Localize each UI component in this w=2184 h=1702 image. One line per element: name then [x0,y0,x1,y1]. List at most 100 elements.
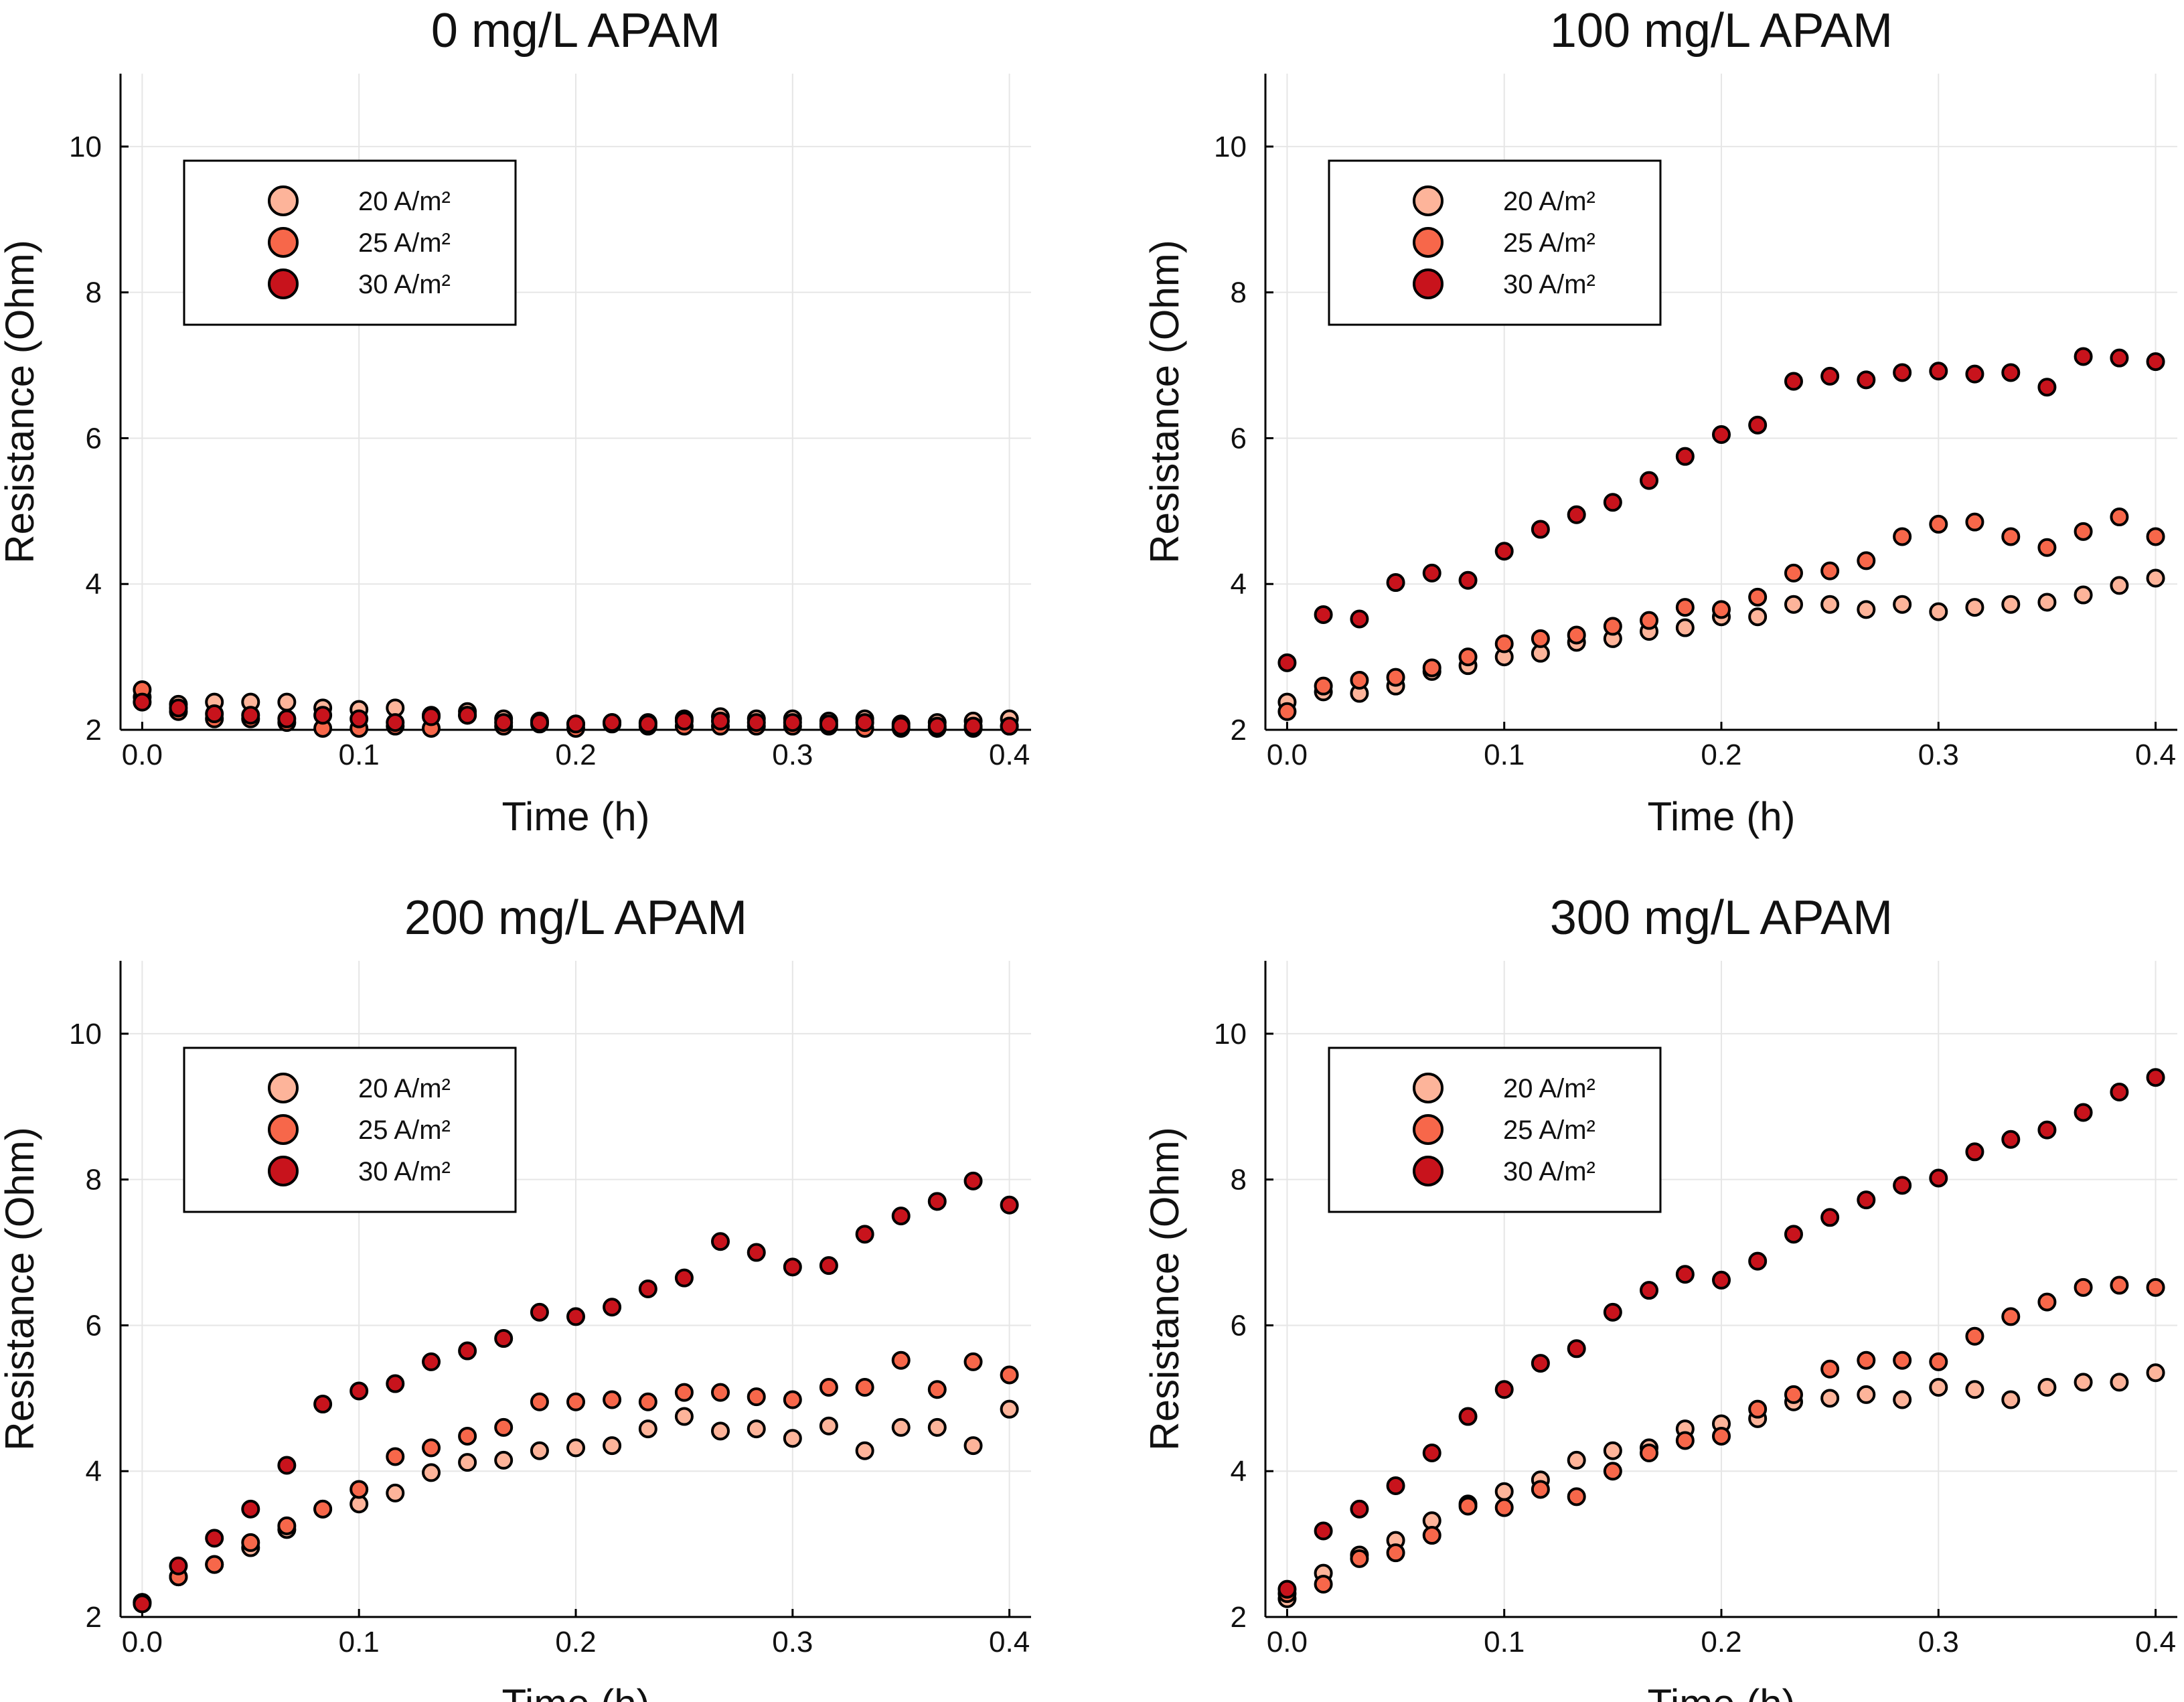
data-point [1965,364,1984,384]
data-point [1494,542,1514,561]
data-point [1965,1142,1984,1162]
data-point [1567,625,1586,645]
data-point [1929,1352,1948,1371]
data-point [2110,1275,2129,1295]
data-point [1531,629,1550,648]
series-30 A/m² [133,692,1019,736]
x-tick-label: 0.4 [2135,739,2176,771]
legend-box [183,159,517,326]
data-point [1929,1168,1948,1188]
data-point [1965,598,1984,617]
data-point [1675,1431,1695,1450]
data-point [710,1383,730,1402]
data-point [1000,1399,1019,1419]
legend-marker [268,227,299,258]
data-point [205,704,224,724]
legend-label: 30 A/m² [1503,1157,1595,1186]
x-tick-label: 0.4 [989,1626,1030,1658]
data-point [1857,1350,1876,1370]
chart-title: 100 mg/L APAM [1550,4,1893,58]
data-point [2037,1120,2057,1140]
data-point [819,714,838,734]
data-point [1567,505,1586,524]
data-point [674,711,694,730]
data-point [349,1480,369,1499]
data-point [1929,602,1948,621]
data-point [1784,1225,1803,1244]
data-point [2001,1307,2021,1326]
data-point [963,716,983,736]
data-point [277,1516,297,1535]
data-point [530,1302,549,1322]
data-point [386,713,405,732]
data-point [205,1555,224,1574]
y-tick-label: 6 [86,1309,102,1342]
data-point [494,1329,514,1348]
data-point [1748,1399,1768,1419]
x-tick-label: 0.0 [122,739,163,771]
data-point [963,1171,983,1190]
data-point [1857,551,1876,570]
data-point [747,713,766,732]
data-point [1857,370,1876,390]
data-point [1820,1208,1840,1227]
data-point [241,1533,260,1552]
data-point [891,1417,911,1437]
legend: 20 A/m² 25 A/m² 30 A/m² [183,1047,517,1213]
data-point [819,1256,838,1275]
data-point [530,1392,549,1411]
data-point [133,1594,152,1614]
data-point [458,1426,477,1446]
legend-marker [268,1114,299,1145]
data-point [2146,527,2165,546]
data-point [638,714,657,734]
data-point [1893,1350,1912,1370]
data-point [277,709,297,728]
y-tick-label: 2 [86,1601,102,1634]
data-point [2146,568,2165,588]
data-point [1603,1462,1622,1481]
legend-label: 25 A/m² [358,1115,451,1145]
data-point [819,1416,838,1436]
legend-label: 25 A/m² [358,228,451,258]
data-point [1350,609,1369,629]
data-point [133,692,152,712]
data-point [2146,352,2165,372]
data-point [1531,520,1550,539]
data-point [458,706,477,725]
data-point [1893,527,1912,546]
y-tick-label: 2 [1231,1601,1247,1634]
data-point [349,1381,369,1401]
data-point [566,1307,585,1326]
data-point [2146,1068,2165,1087]
y-tick-label: 8 [86,1164,102,1196]
data-point [603,713,622,732]
y-tick-label: 2 [86,714,102,747]
data-point [494,713,514,732]
panel-2: 0.0 0.1 0.2 0.3 0.4 2 4 6 8 10 100 mg/L APAM Time (… [1142,4,2177,839]
data-point [2146,1278,2165,1297]
data-point [1458,570,1478,590]
data-point [2001,1130,2021,1149]
data-point [1965,1380,1984,1399]
x-tick-label: 0.2 [555,739,596,771]
data-point [494,1417,514,1437]
legend-marker [1413,268,1444,299]
x-tick-label: 0.3 [1918,1626,1959,1658]
data-point [1675,598,1695,617]
data-point [2074,347,2093,366]
series-30 A/m² [1277,1068,2165,1599]
data-point [819,1378,838,1397]
data-point [1603,617,1622,636]
panel-3: 0.0 0.1 0.2 0.3 0.4 2 4 6 8 10 200 mg/L APAM Time (… [0,891,1031,1702]
data-point [422,1352,441,1371]
data-point [494,1450,514,1470]
data-point [855,713,874,732]
x-tick-label: 0.1 [1484,739,1525,771]
data-point [2001,527,2021,546]
x-axis-label: Time (h) [1647,1681,1795,1702]
legend: 20 A/m² 25 A/m² 30 A/m² [1328,159,1662,326]
data-point [1748,607,1768,627]
data-point [2037,1378,2057,1397]
data-point [1494,634,1514,653]
